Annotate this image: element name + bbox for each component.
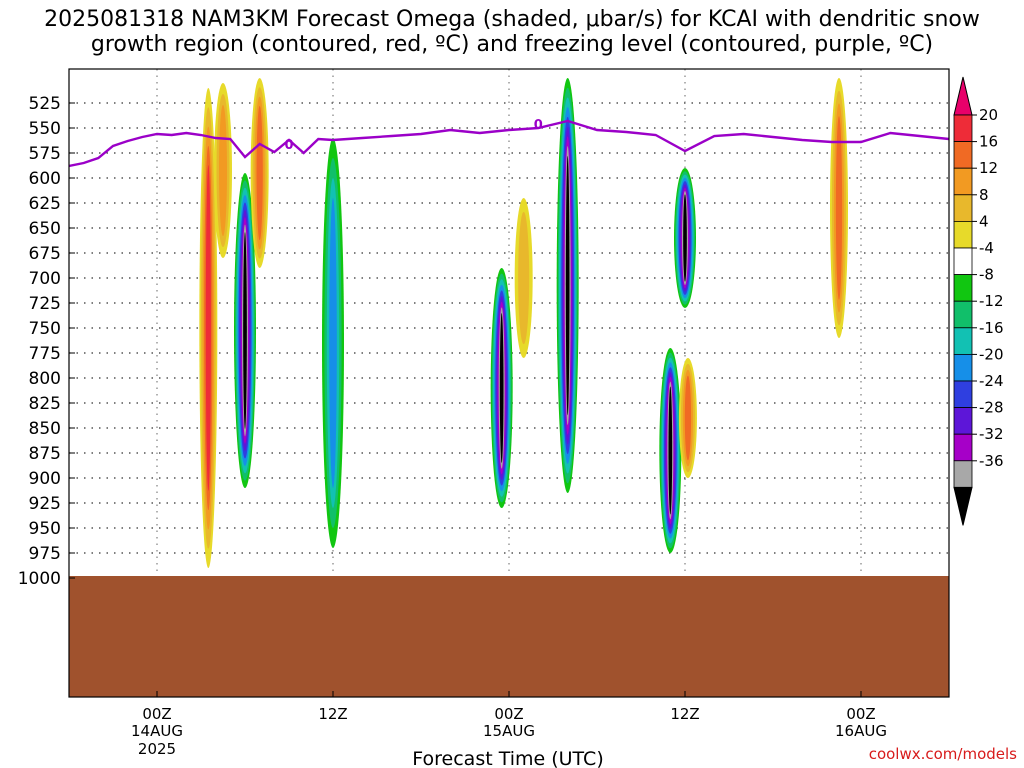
y-tick-label: 950	[29, 519, 61, 539]
colorbar-swatch	[953, 247, 973, 276]
omega-upward-contour	[205, 165, 211, 491]
colorbar-swatch	[953, 220, 973, 249]
colorbar-top-arrow	[953, 76, 973, 116]
y-tick-label: 700	[29, 269, 61, 289]
omega-downward-contour	[329, 198, 337, 488]
y-tick-label: 850	[29, 419, 61, 439]
y-tick-label: 550	[29, 119, 61, 139]
y-tick-label: 1000	[18, 569, 61, 589]
omega-downward-contour	[243, 232, 247, 429]
colorbar-tick-label: -32	[979, 425, 1004, 443]
colorbar-swatch	[953, 274, 973, 302]
chart-title-line-1: 2025081318 NAM3KM Forecast Omega (shaded…	[44, 7, 980, 32]
colorbar-swatch	[953, 407, 973, 435]
colorbar-bottom-arrow	[953, 486, 973, 526]
colorbar-tick-label: -12	[979, 292, 1004, 310]
x-tick-label: 12Z	[318, 705, 347, 723]
omega-upward-contour	[835, 116, 843, 300]
x-tick-label: 00Z	[494, 705, 523, 723]
colorbar-swatch	[953, 327, 973, 355]
x-tick-label: 12Z	[670, 705, 699, 723]
y-tick-label: 525	[29, 94, 61, 114]
omega-upward-contour	[219, 104, 227, 237]
colorbar-tick-label: -8	[979, 266, 994, 284]
y-tick-label: 575	[29, 144, 61, 164]
y-tick-label: 900	[29, 469, 61, 489]
omega-downward-contour	[668, 386, 673, 515]
omega-upward-contour	[684, 375, 692, 461]
freezing-level-layer: 00	[69, 118, 949, 168]
colorbar-tick-label: -28	[979, 399, 1004, 417]
y-tick-label: 625	[29, 194, 61, 214]
y-tick-label: 725	[29, 294, 61, 314]
y-tick-label: 825	[29, 394, 61, 414]
credit-text: coolwx.com/models	[869, 745, 1017, 763]
y-tick-label: 650	[29, 219, 61, 239]
y-tick-label: 800	[29, 369, 61, 389]
colorbar-swatch	[953, 194, 973, 222]
colorbar-tick-label: -24	[979, 372, 1004, 390]
colorbar-tick-label: 12	[979, 159, 998, 177]
y-tick-label: 775	[29, 344, 61, 364]
colorbar-swatch	[953, 141, 973, 169]
x-tick-date: 14AUG	[131, 722, 183, 740]
x-tick-date: 16AUG	[835, 722, 887, 740]
x-axis-label: Forecast Time (UTC)	[412, 748, 603, 768]
freezing-level-label: 0	[534, 118, 543, 133]
colorbar-swatch	[953, 353, 973, 382]
omega-shading	[199, 78, 848, 568]
y-tick-label: 975	[29, 544, 61, 564]
x-tick-label: 00Z	[846, 705, 875, 723]
colorbar-tick-label: 20	[979, 106, 998, 124]
colorbar-tick-label: -4	[979, 239, 994, 257]
colorbar-swatch	[953, 114, 973, 143]
colorbar-swatch	[953, 167, 973, 196]
colorbar-tick-label: 4	[979, 212, 989, 230]
omega-downward-contour	[499, 313, 504, 463]
freezing-level-line	[69, 119, 949, 168]
omega-downward-contour	[683, 194, 687, 282]
x-tick-label: 00Z	[142, 705, 171, 723]
x-tick-year: 2025	[138, 740, 176, 758]
colorbar-tick-label: -36	[979, 452, 1004, 470]
omega-upward-contour	[256, 105, 263, 241]
colorbar-swatch	[953, 300, 973, 329]
omega-upward-contour	[518, 211, 530, 345]
colorbar-tick-label: -16	[979, 319, 1004, 337]
x-tick-date: 15AUG	[483, 722, 535, 740]
colorbar-swatch	[953, 460, 973, 488]
y-tick-label: 925	[29, 494, 61, 514]
freezing-level-label: 0	[284, 138, 293, 153]
colorbar: 20 16 12 8 4 -4 -8 -12 -16 -20 -24 -28 -32 -36	[953, 76, 1004, 526]
colorbar-tick-label: 8	[979, 186, 989, 204]
y-tick-label: 675	[29, 244, 61, 264]
y-axis: 525 550 575 600 625 650 675 700 725 750 775 800 825 8…	[18, 94, 75, 589]
colorbar-swatch	[953, 380, 973, 409]
ground-surface	[69, 576, 949, 697]
chart-title-line-2: growth region (contoured, red, ºC) and f…	[90, 32, 934, 57]
y-tick-label: 750	[29, 319, 61, 339]
y-tick-label: 875	[29, 444, 61, 464]
colorbar-tick-label: 16	[979, 133, 998, 151]
colorbar-swatch	[953, 433, 973, 462]
omega-downward-contour	[565, 155, 570, 416]
colorbar-tick-label: -20	[979, 345, 1004, 363]
ground-layer	[69, 576, 949, 697]
y-tick-label: 600	[29, 169, 61, 189]
